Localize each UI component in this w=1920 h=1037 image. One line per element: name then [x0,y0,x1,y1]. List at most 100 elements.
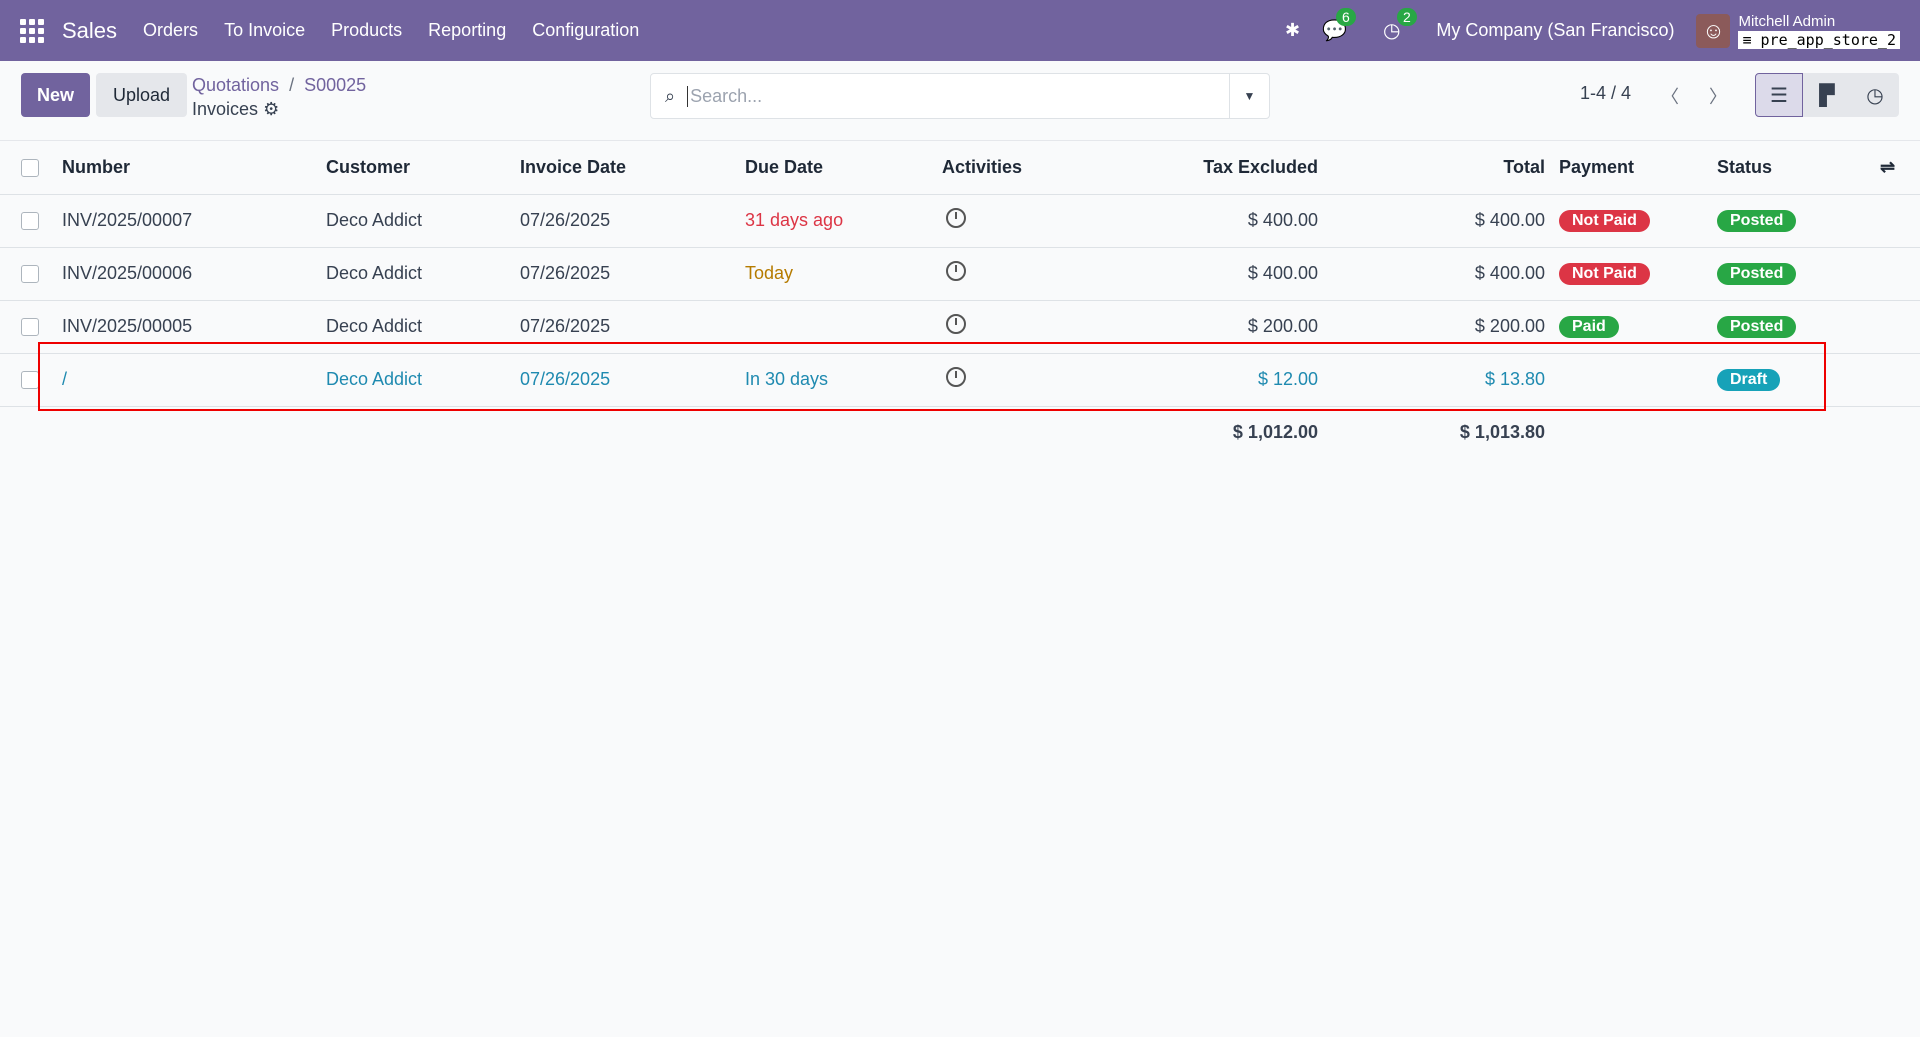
activity-clock-icon[interactable] [946,208,966,228]
database-name: pre_app_store_2 [1760,30,1896,49]
col-total[interactable]: Total [1318,141,1545,195]
customer: Deco Addict [326,247,520,301]
control-panel: New Upload Quotations / S00025 Invoices … [0,61,1920,141]
total: $ 13.80 [1318,353,1545,407]
total-total: $ 1,013.80 [1459,422,1545,443]
caret-down-icon: ▼ [1243,89,1256,103]
upload-button[interactable]: Upload [96,73,187,117]
customer: Deco Addict [326,300,520,354]
table-row[interactable]: / Deco Addict 07/26/2025 In 30 days $ 12… [0,353,1920,407]
table-row[interactable]: INV/2025/00006 Deco Addict 07/26/2025 To… [0,247,1920,301]
top-navbar: Sales Orders To Invoice Products Reporti… [0,0,1920,61]
list-icon: ☰ [1770,84,1788,107]
activity-view-button[interactable]: ◷ [1851,73,1899,117]
col-status[interactable]: Status [1717,141,1880,195]
user-menu[interactable]: ☺ Mitchell Admin ≡ pre_app_store_2 [1696,13,1900,49]
activity-clock-icon[interactable] [946,314,966,334]
breadcrumb-order[interactable]: S00025 [304,75,367,95]
activity-clock-icon[interactable] [946,367,966,387]
breadcrumb: Quotations / S00025 Invoices ⚙ [192,75,367,119]
col-payment[interactable]: Payment [1545,141,1717,195]
view-switcher: ☰ ▛ ◷ [1755,73,1899,117]
invoice-number: INV/2025/00005 [62,300,326,354]
status-badge: Posted [1717,263,1797,285]
customer: Deco Addict [326,194,520,248]
col-customer[interactable]: Customer [326,141,520,195]
debug-bug-icon[interactable]: ✱ [1284,20,1301,40]
total: $ 400.00 [1318,247,1545,301]
search-input[interactable]: Search... [687,85,1229,107]
kanban-icon: ▛ [1819,84,1835,107]
page-title: Invoices [192,99,259,119]
chevron-left-icon[interactable]: 〈 [1661,87,1680,107]
menu-reporting[interactable]: Reporting [428,20,507,40]
app-brand[interactable]: Sales [62,17,118,43]
invoice-date: 07/26/2025 [520,194,745,248]
col-number[interactable]: Number [62,141,326,195]
gear-icon[interactable]: ⚙ [263,99,280,119]
invoice-date: 07/26/2025 [520,247,745,301]
col-tax-excluded[interactable]: Tax Excluded [1108,141,1318,195]
total-tax-excluded: $ 1,012.00 [1232,422,1318,443]
totals-row: $ 1,012.00 $ 1,013.80 [0,406,1920,459]
messages-count: 6 [1336,8,1356,26]
total: $ 200.00 [1318,300,1545,354]
avatar: ☺ [1696,13,1731,48]
search-bar: ⌕ Search... ▼ [650,73,1270,119]
tax-excluded: $ 400.00 [1108,247,1318,301]
menu-configuration[interactable]: Configuration [532,20,640,40]
search-icon: ⌕ [665,85,676,106]
invoice-number: / [62,353,326,407]
row-checkbox[interactable] [21,265,39,284]
status-badge: Draft [1717,369,1781,391]
search-options-toggle[interactable]: ▼ [1229,74,1269,118]
invoices-table: Number Customer Invoice Date Due Date Ac… [0,141,1920,459]
messages-button[interactable]: 💬 6 [1322,8,1356,43]
invoice-date: 07/26/2025 [520,353,745,407]
col-invoice-date[interactable]: Invoice Date [520,141,745,195]
invoice-date: 07/26/2025 [520,300,745,354]
clock-icon: ◷ [1866,84,1884,107]
menu-to-invoice[interactable]: To Invoice [224,20,306,40]
menu-orders[interactable]: Orders [143,20,199,40]
due-date: In 30 days [745,353,942,407]
table-header: Number Customer Invoice Date Due Date Ac… [0,141,1920,195]
activities-count: 2 [1396,8,1417,26]
row-checkbox[interactable] [21,318,39,337]
total: $ 400.00 [1318,194,1545,248]
activity-clock-icon[interactable] [946,261,966,281]
apps-menu-icon[interactable] [20,18,44,43]
list-view-button[interactable]: ☰ [1755,73,1803,117]
new-button[interactable]: New [21,73,90,117]
company-switcher[interactable]: My Company (San Francisco) [1436,20,1675,40]
pager-value[interactable]: 1-4 / 4 [1580,83,1632,103]
due-date [745,300,942,354]
table-row[interactable]: INV/2025/00007 Deco Addict 07/26/2025 31… [0,194,1920,248]
optional-columns-icon[interactable]: ⇌ [1880,156,1896,177]
chevron-right-icon[interactable]: 〉 [1709,87,1728,107]
select-all-checkbox[interactable] [21,159,39,177]
tax-excluded: $ 12.00 [1108,353,1318,407]
breadcrumb-quotations[interactable]: Quotations [192,75,280,95]
database-icon: ≡ [1742,30,1752,49]
kanban-view-button[interactable]: ▛ [1803,73,1851,117]
tax-excluded: $ 400.00 [1108,194,1318,248]
row-checkbox[interactable] [21,371,39,390]
customer: Deco Addict [326,353,520,407]
status-badge: Posted [1717,210,1797,232]
pager: 1-4 / 4 〈 〉 [1580,83,1727,109]
col-due-date[interactable]: Due Date [745,141,942,195]
table-row[interactable]: INV/2025/00005 Deco Addict 07/26/2025 $ … [0,300,1920,354]
activities-button[interactable]: ◷ 2 [1383,8,1417,43]
user-name: Mitchell Admin [1738,12,1836,30]
row-checkbox[interactable] [21,212,39,231]
payment-badge: Not Paid [1559,263,1650,285]
tax-excluded: $ 200.00 [1108,300,1318,354]
menu-products[interactable]: Products [331,20,403,40]
payment-badge: Paid [1559,316,1619,338]
status-badge: Posted [1717,316,1797,338]
col-activities[interactable]: Activities [942,141,1108,195]
invoice-number: INV/2025/00007 [62,194,326,248]
due-date: Today [745,247,942,301]
due-date: 31 days ago [745,194,942,248]
